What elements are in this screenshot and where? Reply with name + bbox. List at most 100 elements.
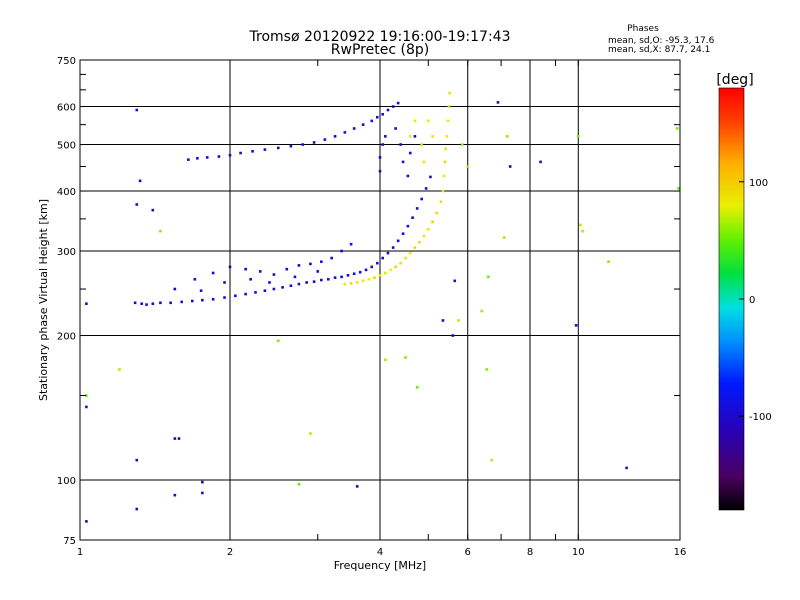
- data-point: [133, 301, 137, 305]
- data-point: [305, 281, 308, 284]
- data-point: [309, 432, 312, 435]
- data-point: [505, 135, 509, 138]
- data-point: [418, 240, 421, 244]
- data-point: [389, 268, 392, 272]
- data-point: [539, 160, 542, 164]
- data-point: [378, 169, 382, 173]
- data-point: [399, 143, 402, 146]
- data-point: [401, 160, 405, 164]
- data-point: [381, 256, 384, 260]
- data-point: [579, 223, 582, 227]
- data-point: [251, 150, 254, 153]
- data-point: [502, 236, 506, 239]
- data-point: [223, 281, 226, 284]
- data-point: [404, 356, 407, 359]
- data-point: [201, 480, 204, 484]
- colorbar-ticks: 100 0 -100: [739, 178, 772, 423]
- data-point: [343, 131, 347, 134]
- data-point: [349, 242, 353, 246]
- data-point: [297, 282, 301, 286]
- colorbar-tick-label: -100: [749, 412, 772, 423]
- data-point: [422, 160, 426, 164]
- data-point: [330, 256, 334, 260]
- data-point: [453, 279, 457, 283]
- data-point: [399, 261, 402, 265]
- data-point: [581, 229, 584, 233]
- data-point: [333, 276, 337, 279]
- data-point: [196, 157, 199, 160]
- data-point: [135, 507, 139, 511]
- data-point: [391, 246, 395, 249]
- y-tick-labels: 75 100 200 300 400 500 600 750: [57, 56, 76, 547]
- data-point: [323, 138, 327, 141]
- data-point: [420, 197, 423, 201]
- data-point: [180, 300, 184, 304]
- data-point: [384, 271, 387, 275]
- data-point: [268, 281, 271, 284]
- data-point: [490, 458, 493, 462]
- data-point: [293, 275, 297, 279]
- x-tick-label: 16: [674, 547, 687, 558]
- data-point: [411, 216, 414, 219]
- axis-ticks: [79, 59, 681, 541]
- data-point: [201, 491, 204, 495]
- data-point: [443, 160, 447, 164]
- data-point: [381, 143, 384, 146]
- data-point: [435, 211, 439, 215]
- phase-annotation-heading: Phases: [627, 24, 659, 34]
- data-point: [424, 187, 428, 190]
- data-point: [173, 493, 177, 497]
- data-point: [391, 105, 395, 108]
- x-tick-label: 8: [527, 547, 533, 558]
- data-point: [340, 275, 343, 279]
- data-point: [135, 458, 139, 462]
- data-point: [140, 302, 144, 305]
- x-axis-label: Frequency [MHz]: [334, 559, 426, 572]
- data-point: [406, 224, 410, 228]
- data-point: [177, 437, 181, 440]
- data-point: [607, 260, 610, 264]
- data-point: [228, 265, 232, 269]
- data-point: [431, 135, 434, 138]
- data-point: [205, 156, 209, 159]
- data-point: [340, 249, 343, 253]
- data-point: [422, 234, 426, 238]
- data-point: [263, 148, 267, 151]
- data-point: [151, 208, 155, 212]
- data-point: [193, 277, 197, 281]
- x-tick-label: 2: [227, 547, 233, 558]
- data-point: [320, 260, 323, 264]
- data-point: [258, 270, 262, 273]
- data-point: [285, 267, 289, 271]
- y-tick-label: 500: [57, 141, 76, 152]
- data-point: [276, 339, 280, 343]
- data-point: [244, 292, 247, 296]
- x-tick-labels: 1 2 4 6 8 10 16: [77, 547, 687, 558]
- data-point: [352, 127, 356, 130]
- data-point: [496, 101, 500, 104]
- x-tick-label: 6: [465, 547, 471, 558]
- grid-lines: [80, 60, 680, 540]
- data-point: [408, 251, 412, 255]
- data-point: [677, 187, 680, 190]
- data-point: [352, 272, 356, 276]
- data-point: [169, 301, 172, 305]
- data-point: [187, 158, 190, 161]
- data-point: [441, 189, 445, 193]
- data-point: [217, 155, 221, 158]
- data-point: [173, 437, 177, 440]
- data-point: [576, 135, 580, 138]
- data-point: [349, 281, 353, 285]
- data-point: [442, 174, 446, 178]
- data-point: [367, 277, 371, 281]
- y-tick-label: 75: [63, 536, 76, 547]
- data-point: [297, 264, 301, 267]
- data-point: [249, 277, 252, 281]
- data-point: [675, 127, 679, 130]
- data-point: [426, 227, 430, 231]
- data-point: [289, 144, 293, 148]
- data-point: [370, 265, 374, 269]
- data-point: [375, 115, 379, 119]
- data-point: [420, 143, 423, 146]
- data-point: [426, 119, 430, 123]
